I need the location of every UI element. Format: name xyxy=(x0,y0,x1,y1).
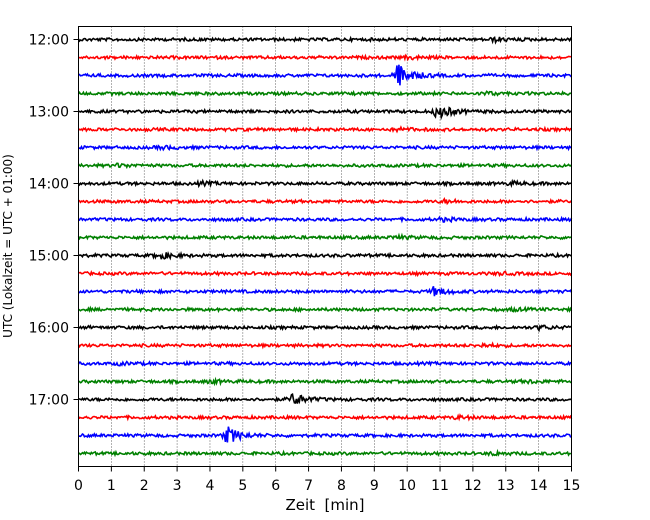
x-tick-label: 10 xyxy=(398,478,416,494)
x-tick-label: 11 xyxy=(431,478,449,494)
vertical-gridlines xyxy=(111,26,539,467)
x-tick-label: 14 xyxy=(530,478,548,494)
x-tick-label: 6 xyxy=(271,478,280,494)
x-tick-label: 4 xyxy=(206,478,215,494)
x-tick-label: 1 xyxy=(107,478,116,494)
trace-line xyxy=(77,89,572,98)
trace-line xyxy=(78,393,572,405)
trace-line xyxy=(77,413,573,422)
trace-line xyxy=(78,64,573,86)
y-tick-label: 12:00 xyxy=(29,33,69,49)
x-tick-label: 0 xyxy=(74,478,83,494)
trace-lines xyxy=(77,35,573,458)
y-tick-label: 14:00 xyxy=(29,177,69,193)
trace-line xyxy=(78,143,572,152)
trace-line xyxy=(77,178,572,189)
trace-line xyxy=(78,250,572,261)
trace-line xyxy=(78,125,572,134)
x-tick-label: 5 xyxy=(238,478,247,494)
x-axis-ticks: 0 1 2 3 4 5 6 7 8 9 10 11 12 13 14 15 xyxy=(74,466,581,494)
y-tick-label: 16:00 xyxy=(29,321,69,337)
trace-line xyxy=(77,161,573,170)
y-tick-label: 13:00 xyxy=(29,105,69,121)
trace-line xyxy=(78,305,573,314)
trace-line xyxy=(77,35,573,45)
trace-line xyxy=(78,270,573,278)
x-tick-label: 3 xyxy=(173,478,182,494)
trace-line xyxy=(77,359,572,368)
x-tick-label: 13 xyxy=(497,478,515,494)
trace-line xyxy=(78,286,573,297)
trace-line xyxy=(78,426,572,443)
trace-line xyxy=(78,215,573,224)
x-tick-label: 8 xyxy=(337,478,346,494)
y-axis-ticks: 12:00 13:00 14:00 15:00 16:00 17:00 xyxy=(29,33,79,409)
trace-line xyxy=(78,323,572,333)
trace-line xyxy=(78,53,572,62)
y-tick-label: 15:00 xyxy=(29,249,69,265)
x-tick-label: 12 xyxy=(464,478,482,494)
trace-line xyxy=(78,448,572,458)
trace-line xyxy=(77,341,572,350)
plot-frame xyxy=(78,26,572,467)
x-tick-label: 2 xyxy=(140,478,149,494)
x-tick-label: 15 xyxy=(563,478,581,494)
y-tick-label: 17:00 xyxy=(29,393,69,409)
trace-line xyxy=(78,106,572,121)
x-tick-label: 7 xyxy=(304,478,313,494)
x-axis-label: Zeit [min] xyxy=(285,496,364,514)
x-tick-label: 9 xyxy=(370,478,379,494)
y-axis-label: UTC (Lokalzeit = UTC + 01:00) xyxy=(1,154,15,338)
trace-line xyxy=(78,376,572,387)
trace-line xyxy=(77,232,572,241)
trace-line xyxy=(78,197,573,206)
